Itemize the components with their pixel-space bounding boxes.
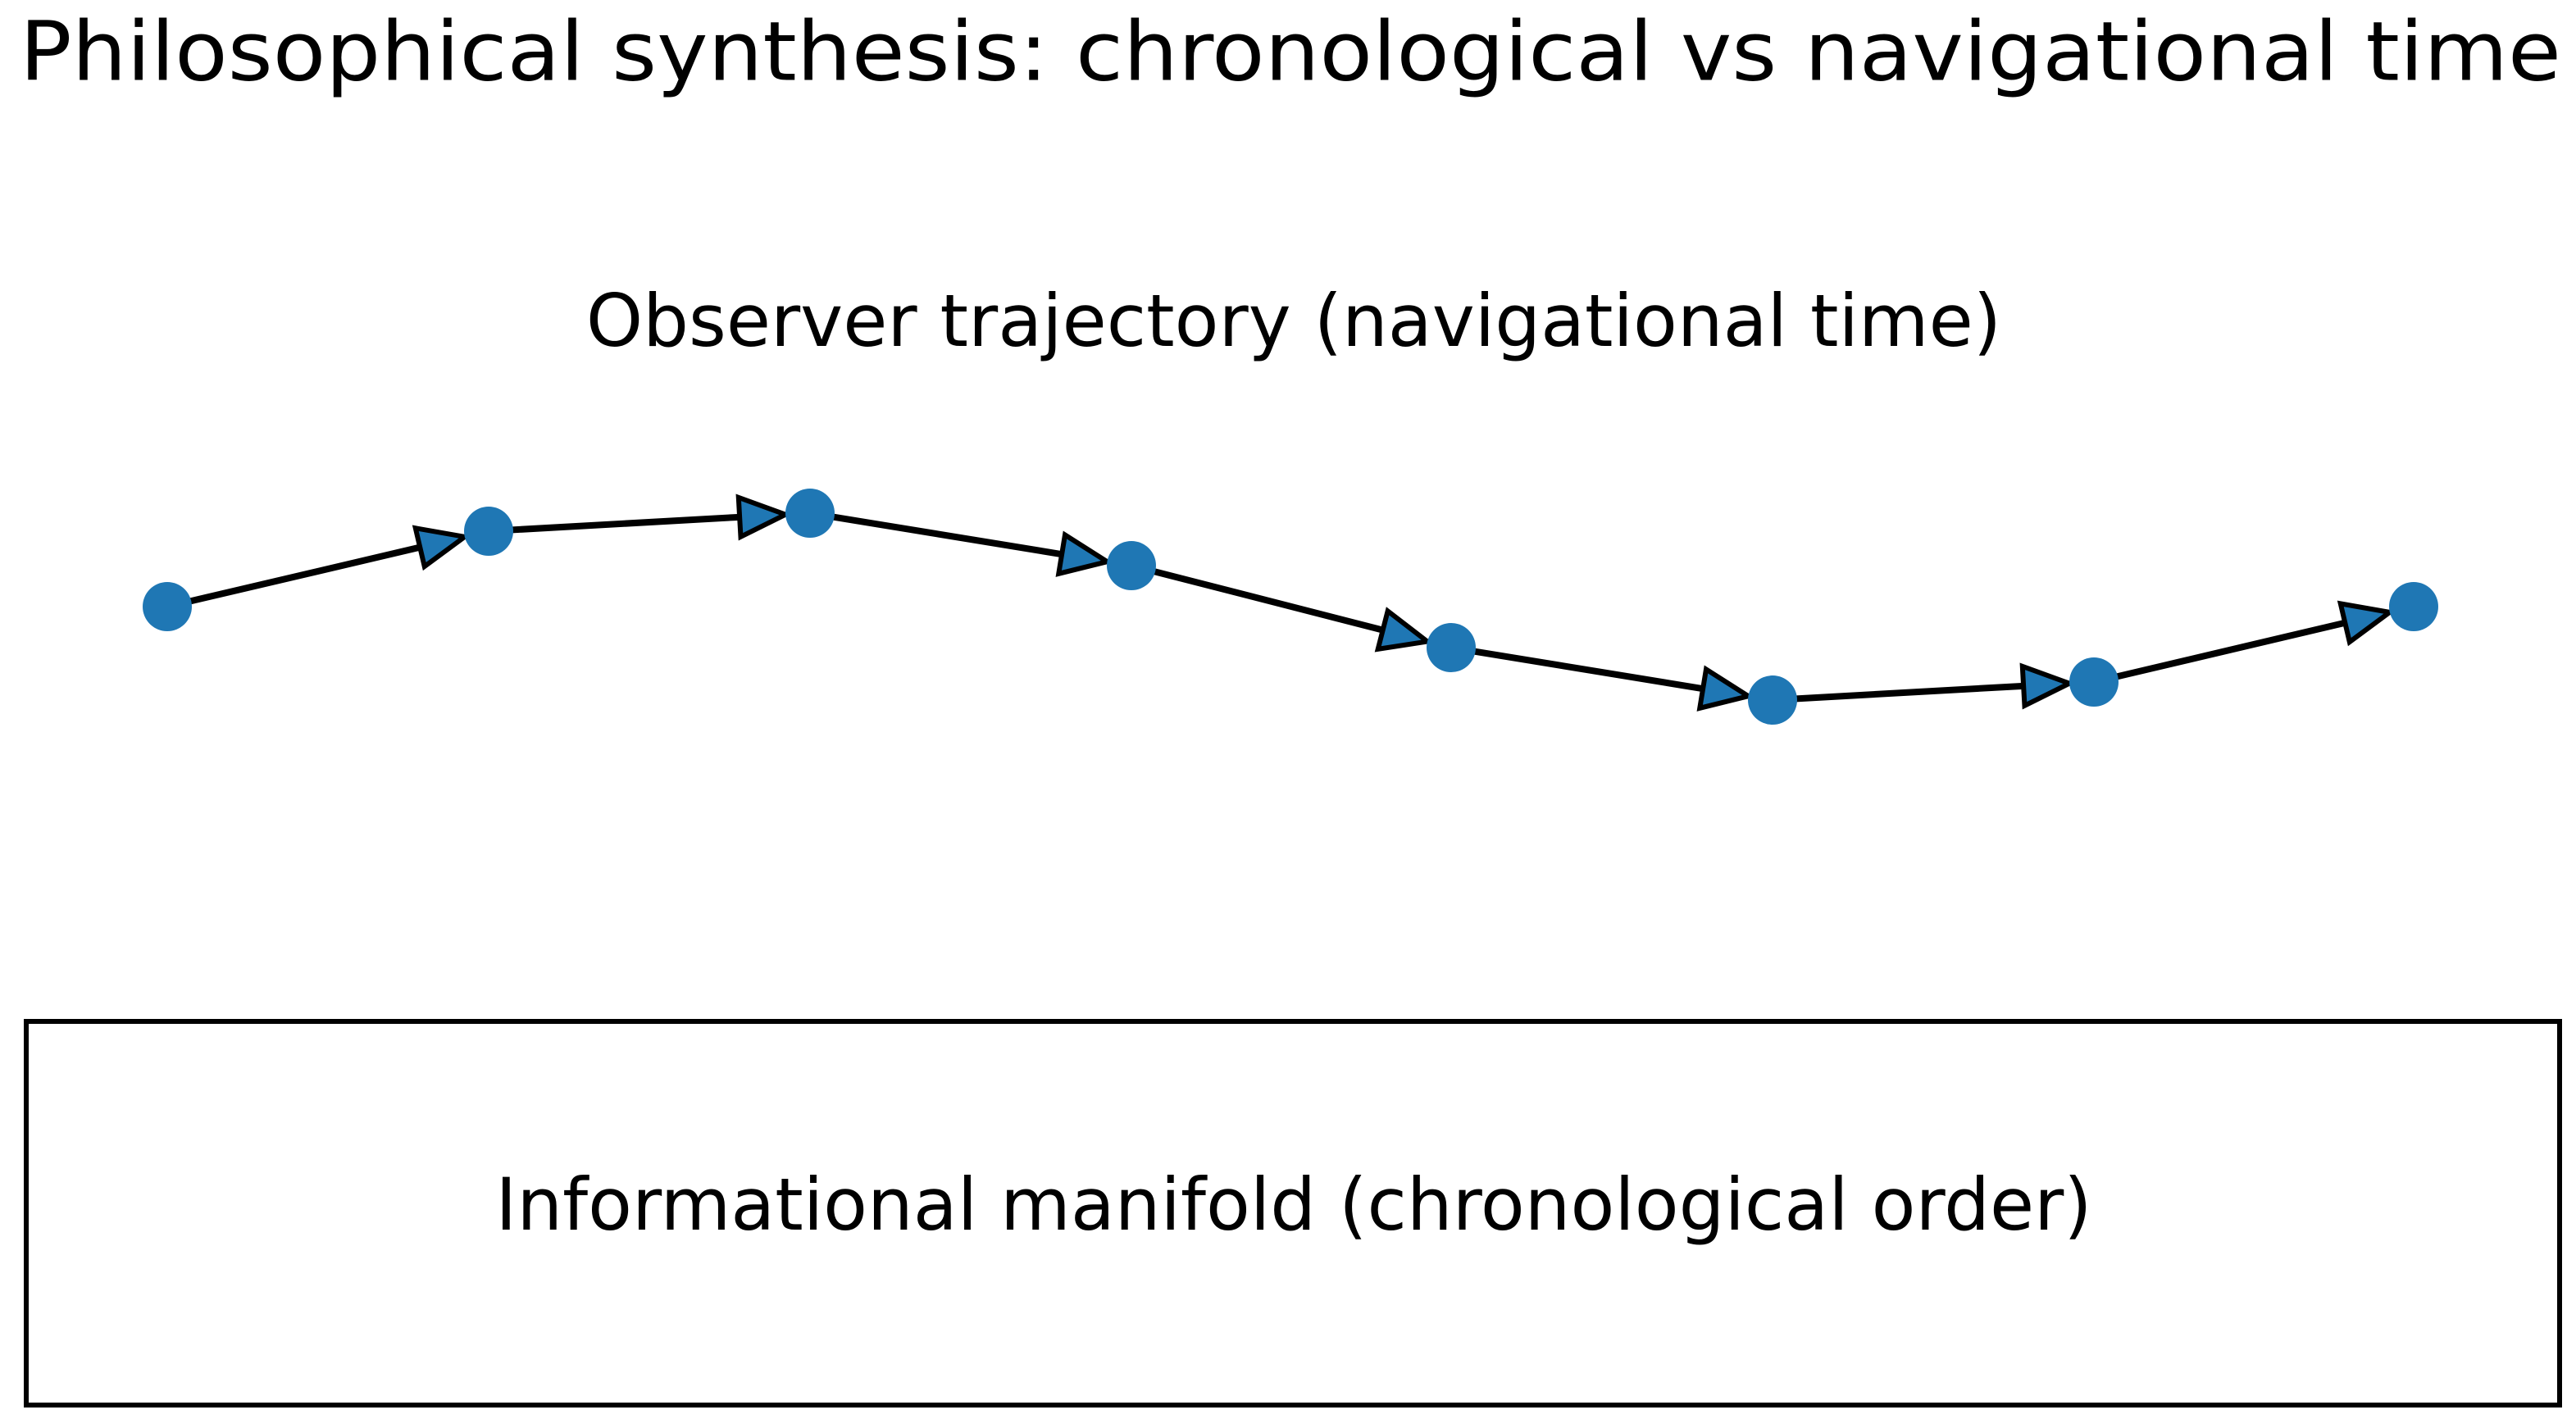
- arrowhead: [1055, 530, 1113, 577]
- node: [785, 489, 835, 538]
- manifold-box: [24, 1019, 2562, 1408]
- edge: [488, 513, 740, 534]
- node: [464, 507, 513, 556]
- arrowhead: [1696, 665, 1755, 712]
- edge: [166, 543, 421, 610]
- edge: [1131, 562, 1384, 634]
- arrowhead: [735, 493, 792, 541]
- node: [1427, 623, 1476, 672]
- edge: [1772, 682, 2024, 703]
- arrowhead: [412, 525, 471, 571]
- edge: [2093, 619, 2346, 685]
- trajectory-label: Observer trajectory (navigational time): [586, 279, 2001, 363]
- node: [1748, 675, 1797, 725]
- edge: [809, 510, 1063, 558]
- node: [2389, 582, 2438, 631]
- edge: [1450, 644, 1704, 693]
- manifold-label: Informational manifold (chronological or…: [495, 1162, 2091, 1247]
- title: Philosophical synthesis: chronological v…: [20, 3, 2561, 99]
- arrowhead: [1374, 607, 1434, 653]
- node: [143, 582, 192, 631]
- trajectory: [143, 489, 2438, 725]
- node: [1107, 541, 1156, 590]
- arrowhead: [2019, 662, 2076, 710]
- node: [2069, 657, 2119, 707]
- arrowhead: [2337, 600, 2396, 647]
